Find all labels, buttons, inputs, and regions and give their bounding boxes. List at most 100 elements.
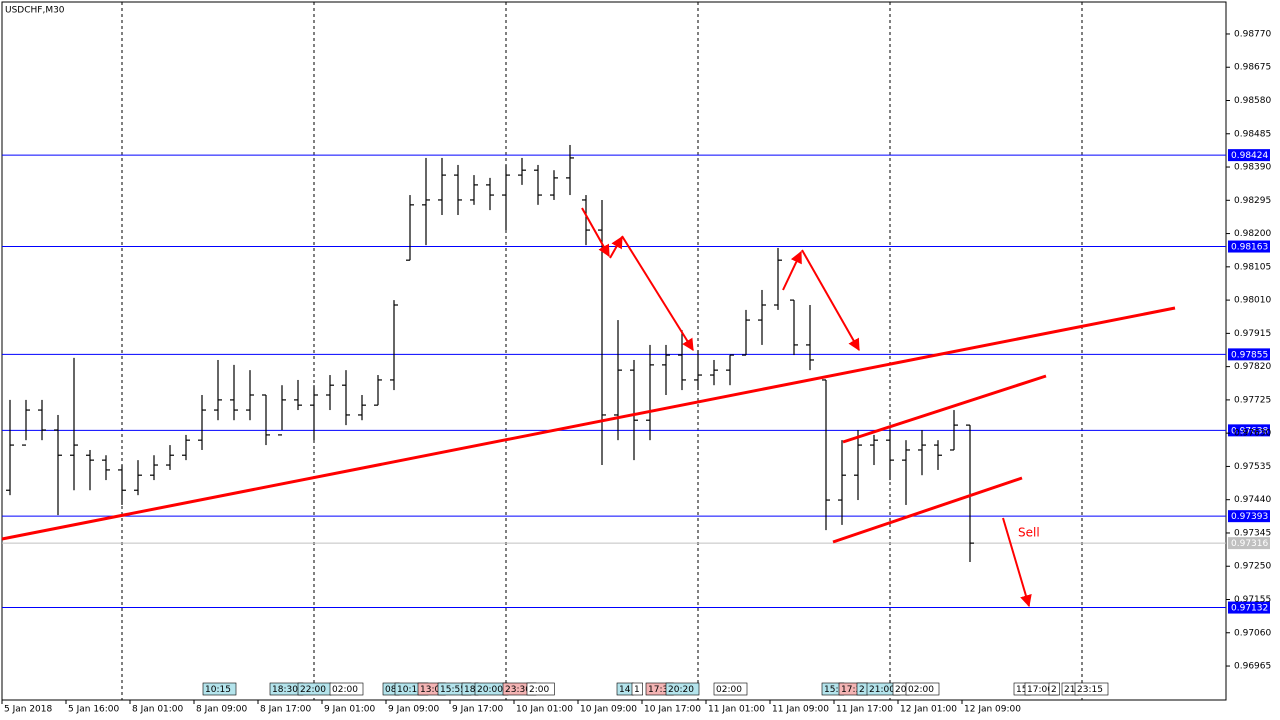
level-label: 0.97132 bbox=[1231, 604, 1268, 614]
time-marker-box bbox=[905, 682, 940, 696]
x-tick-label: 8 Jan 17:00 bbox=[260, 705, 312, 715]
current-price-label: 0.97316 bbox=[1231, 539, 1268, 549]
x-tick-label: 10 Jan 01:00 bbox=[516, 705, 573, 715]
x-tick-label: 11 Jan 01:00 bbox=[708, 705, 765, 715]
y-tick-label: 0.97915 bbox=[1234, 329, 1271, 339]
time-marker-label: 1 bbox=[634, 685, 640, 695]
time-marker-label: 08 bbox=[385, 685, 397, 695]
y-tick-label: 0.98295 bbox=[1234, 196, 1271, 206]
time-marker-label: 22:00 bbox=[300, 685, 326, 695]
y-tick-label: 0.97725 bbox=[1234, 395, 1271, 405]
y-tick-label: 0.97440 bbox=[1234, 495, 1271, 505]
x-tick-label: 10 Jan 17:00 bbox=[644, 705, 701, 715]
time-marker-label: 21 bbox=[1064, 685, 1075, 695]
time-marker-label: 02:00 bbox=[332, 685, 358, 695]
time-marker-box bbox=[526, 682, 555, 696]
annotation: Sell bbox=[1018, 526, 1040, 540]
time-marker-label: 20:00 bbox=[477, 685, 503, 695]
y-tick-label: 0.98010 bbox=[1234, 296, 1271, 306]
time-marker-box bbox=[1074, 682, 1109, 696]
y-tick-label: 0.97535 bbox=[1234, 462, 1271, 472]
axes: 0.98770 0.98675 0.98580 0.98485 0.98390 0.982… bbox=[1, 29, 1271, 715]
time-marker-label: 21:00 bbox=[869, 685, 895, 695]
x-tick-label: 8 Jan 01:00 bbox=[132, 705, 184, 715]
arrow bbox=[801, 249, 860, 352]
time-marker-label: 02:00 bbox=[716, 685, 742, 695]
arrow bbox=[1002, 517, 1032, 608]
level-label-box bbox=[1228, 348, 1270, 361]
time-marker-label: 2 bbox=[1051, 685, 1057, 695]
time-marker-label: 02:00 bbox=[908, 685, 934, 695]
y-tick-label: 0.97345 bbox=[1234, 528, 1271, 538]
y-tick-label: 0.97155 bbox=[1234, 595, 1271, 605]
level-label-box bbox=[1228, 601, 1270, 614]
level-label: 0.98424 bbox=[1231, 151, 1268, 161]
bars bbox=[6, 144, 974, 563]
drawings bbox=[1, 306, 1176, 544]
time-marker-label: 2 bbox=[859, 685, 865, 695]
time-marker-label: 23:30 bbox=[505, 685, 531, 695]
y-tick-label: 0.97630 bbox=[1234, 429, 1271, 439]
time-marker-label: 10:15 bbox=[205, 685, 231, 695]
channel-lower bbox=[832, 476, 1023, 544]
x-tick-label: 11 Jan 09:00 bbox=[772, 705, 829, 715]
time-marker-label: 2:00 bbox=[529, 685, 549, 695]
time-marker-label: 17:3 bbox=[841, 685, 861, 695]
x-tick-label: 9 Jan 01:00 bbox=[324, 705, 376, 715]
y-tick-label: 0.98675 bbox=[1234, 63, 1271, 73]
time-marker-label: 13:0 bbox=[420, 685, 440, 695]
level-label-box bbox=[1228, 424, 1270, 437]
y-tick-label: 0.98485 bbox=[1234, 129, 1271, 139]
x-tick-label: 12 Jan 01:00 bbox=[900, 705, 957, 715]
level-label: 0.97855 bbox=[1231, 350, 1268, 360]
time-marker-label: 17:3 bbox=[648, 685, 668, 695]
y-tick-label: 0.97820 bbox=[1234, 362, 1271, 372]
trend-line bbox=[1, 306, 1176, 541]
time-marker-label: 17:00 bbox=[1027, 685, 1053, 695]
level-label-box bbox=[1228, 240, 1270, 253]
x-tick-label: 10 Jan 09:00 bbox=[580, 705, 637, 715]
level-label: 0.97638 bbox=[1231, 426, 1268, 436]
x-tick-label: 8 Jan 09:00 bbox=[196, 705, 248, 715]
time-marker-box bbox=[202, 682, 237, 696]
x-tick-label: 11 Jan 17:00 bbox=[836, 705, 893, 715]
y-tick-label: 0.98200 bbox=[1234, 229, 1271, 239]
arrow bbox=[581, 207, 610, 258]
y-tick-label: 0.96965 bbox=[1234, 662, 1271, 672]
x-tick-label: 12 Jan 09:00 bbox=[964, 705, 1021, 715]
arrows bbox=[581, 207, 1032, 608]
level-label-box bbox=[1228, 149, 1270, 162]
arrow bbox=[609, 235, 623, 259]
channel-upper bbox=[842, 374, 1047, 444]
time-marker-label: 23:15 bbox=[1077, 685, 1103, 695]
level-label: 0.97393 bbox=[1231, 512, 1268, 522]
time-marker-box bbox=[631, 682, 643, 696]
y-tick-label: 0.98390 bbox=[1234, 163, 1271, 173]
levels: 0.98424 0.98163 0.97855 0.97638 0.97393 0.971… bbox=[2, 149, 1270, 614]
time-marker-box bbox=[713, 682, 748, 696]
time-marker-box bbox=[1048, 682, 1060, 696]
y-tick-label: 0.97060 bbox=[1234, 628, 1271, 638]
time-marker-label: 18 bbox=[464, 685, 476, 695]
time-marker-label: 15: bbox=[824, 685, 838, 695]
x-tick-label: 9 Jan 09:00 bbox=[388, 705, 440, 715]
time-marker-label: 14 bbox=[619, 685, 631, 695]
time-marker-box bbox=[329, 682, 364, 696]
time-marker-box bbox=[665, 682, 700, 696]
x-tick-label: 9 Jan 17:00 bbox=[452, 705, 504, 715]
arrow bbox=[782, 250, 802, 291]
level-label-box bbox=[1228, 510, 1270, 523]
x-tick-label: 5 Jan 16:00 bbox=[68, 705, 120, 715]
time-marker-label: 18:30 bbox=[272, 685, 298, 695]
current-price-box bbox=[1228, 537, 1270, 550]
y-tick-label: 0.97250 bbox=[1234, 562, 1271, 572]
plot-frame bbox=[1, 1, 1227, 701]
chart-title: USDCHF,M30 bbox=[5, 6, 65, 16]
y-tick-label: 0.98770 bbox=[1234, 29, 1271, 39]
time-marker-label: 15 bbox=[1016, 685, 1027, 695]
x-tick-label: 5 Jan 2018 bbox=[4, 705, 52, 715]
time-marker-label: 20 bbox=[895, 685, 907, 695]
arrow bbox=[621, 235, 694, 352]
time-marker-label: 15:55 bbox=[440, 685, 466, 695]
